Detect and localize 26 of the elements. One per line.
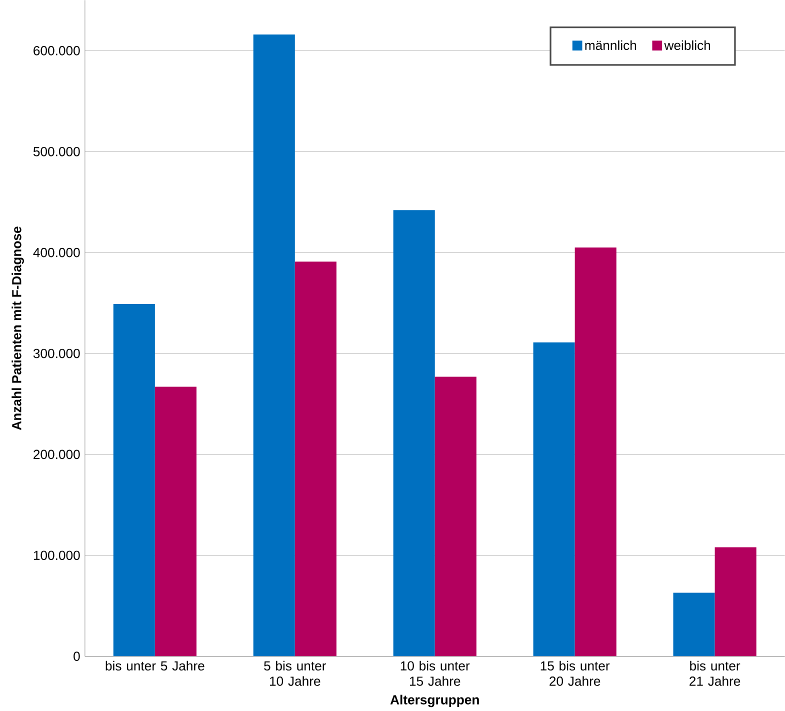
x-tick-label: 5 bis unter 10 Jahre (264, 660, 326, 686)
y-axis-title: Anzahl Patienten mit F-Diagnose (12, 226, 24, 430)
bar (294, 261, 336, 656)
y-tick-label: 0 (74, 651, 80, 661)
y-tick-label: 200.000 (34, 450, 80, 459)
x-tick-label: bis unter 5 Jahre (106, 660, 204, 670)
legend-label: weiblich (664, 40, 710, 50)
bar (434, 376, 476, 656)
x-tick-label: 10 bis unter 15 Jahre (400, 660, 470, 686)
bar (113, 304, 155, 656)
bar (393, 210, 435, 656)
y-tick-label: 400.000 (33, 248, 80, 257)
bar (714, 547, 756, 656)
x-tick-label: 15 bis unter 20 Jahre (540, 660, 610, 686)
bar (154, 386, 196, 656)
y-tick-label: 300.000 (33, 348, 80, 358)
y-tick-label: 100.000 (34, 550, 80, 560)
bar (253, 34, 295, 656)
legend-label: männlich (585, 40, 636, 50)
x-axis-title: Altersgruppen (390, 694, 479, 707)
bar (673, 592, 715, 656)
bar (533, 342, 575, 656)
y-tick-label: 600.000 (34, 46, 80, 56)
bar (574, 247, 616, 656)
y-tick-label: 500.000 (33, 146, 80, 156)
x-tick-label: bis unter 21 Jahre (690, 660, 740, 686)
